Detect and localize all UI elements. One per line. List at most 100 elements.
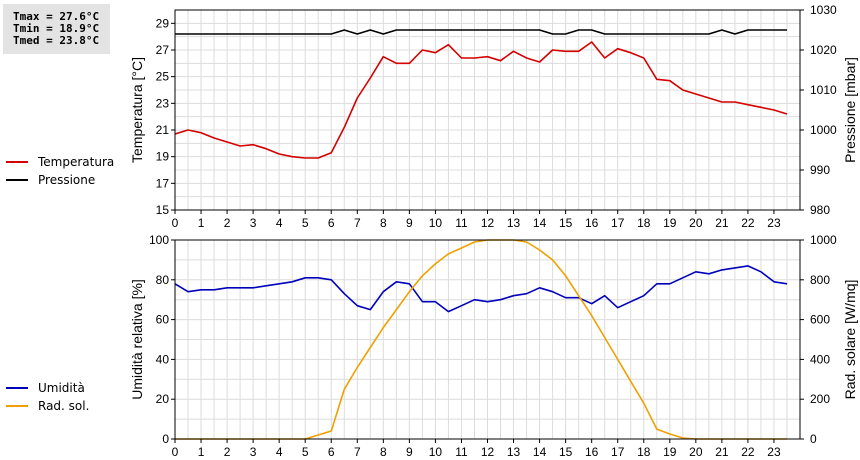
- chart2-series-umidit: [174, 265, 788, 313]
- chart2-x-tick-label: 6: [328, 445, 335, 459]
- chart1-x-tick-label: 18: [637, 216, 651, 230]
- chart2-y2-tick-label: 200: [810, 392, 830, 406]
- chart2-x-tick-label: 20: [689, 445, 703, 459]
- stats-box: Tmax = 27.6°C Tmin = 18.9°C Tmed = 23.8°…: [3, 4, 110, 54]
- chart2-y2-tick-label: 1000: [810, 233, 837, 247]
- chart1-x-tick-label: 9: [406, 216, 413, 230]
- chart1-y-tick-label: 25: [156, 70, 170, 84]
- legend-label-pressione: Pressione: [38, 173, 96, 187]
- chart1-y2-tick-label: 1000: [810, 123, 837, 137]
- chart2-x-tick-label: 9: [406, 445, 413, 459]
- chart2-x-tick-label: 15: [559, 445, 573, 459]
- chart2-x-tick-label: 18: [637, 445, 651, 459]
- chart1-y-axis-label: Temperatura [°C]: [129, 57, 145, 163]
- chart1-series-pressione: [175, 29, 787, 35]
- chart1-x-tick-label: 10: [429, 216, 443, 230]
- chart2-x-tick-label: 1: [198, 445, 205, 459]
- chart2-y-tick-label: 20: [156, 392, 170, 406]
- chart1-series-temperatura: [174, 41, 788, 159]
- chart1-x-tick-label: 14: [533, 216, 547, 230]
- chart1-x-tick-label: 5: [302, 216, 309, 230]
- legend-label-umidita: Umidità: [38, 381, 85, 395]
- chart2-x-tick-label: 2: [224, 445, 231, 459]
- chart1-x-tick-label: 8: [380, 216, 387, 230]
- chart2-x-tick-label: 8: [380, 445, 387, 459]
- chart2-x-tick-label: 13: [507, 445, 521, 459]
- chart2-x-tick-label: 0: [172, 445, 179, 459]
- chart1-x-tick-label: 11: [455, 216, 468, 230]
- chart1-y2-tick-label: 990: [810, 163, 830, 177]
- chart2-x-tick-label: 16: [585, 445, 599, 459]
- chart1-y-tick-label: 17: [156, 176, 170, 190]
- stat-tmed: Tmed = 23.8°C: [13, 34, 100, 47]
- legend-swatch-temperatura: [6, 161, 28, 163]
- chart1-y2-tick-label: 980: [810, 203, 830, 217]
- chart1-x-tick-label: 21: [715, 216, 729, 230]
- legend-item-pressione: Pressione: [6, 171, 114, 189]
- chart2-x-tick-label: 3: [250, 445, 257, 459]
- legend-label-rad-sol: Rad. sol.: [38, 399, 90, 413]
- legend-item-temperatura: Temperatura: [6, 153, 114, 171]
- chart2-y-tick-label: 80: [156, 273, 170, 287]
- chart2-x-tick-label: 11: [455, 445, 468, 459]
- chart1-x-tick-label: 4: [276, 216, 283, 230]
- chart1-y-tick-label: 29: [156, 16, 170, 30]
- chart1-y-tick-label: 27: [156, 43, 170, 57]
- chart1-y-tick-label: 23: [156, 96, 170, 110]
- chart1-x-tick-label: 3: [250, 216, 257, 230]
- chart2-x-tick-label: 10: [429, 445, 443, 459]
- chart2-y2-tick-label: 800: [810, 273, 830, 287]
- chart1-x-tick-label: 13: [507, 216, 521, 230]
- chart1-x-tick-label: 7: [354, 216, 361, 230]
- chart2-y-tick-label: 100: [149, 233, 169, 247]
- chart1-y-tick-label: 19: [156, 150, 170, 164]
- chart2-x-tick-label: 22: [741, 445, 755, 459]
- chart2-x-tick-label: 7: [354, 445, 361, 459]
- chart1-x-tick-label: 1: [198, 216, 205, 230]
- legend-label-temperatura: Temperatura: [38, 155, 115, 169]
- stat-tmin: Tmin = 18.9°C: [13, 22, 100, 35]
- chart1-x-tick-label: 23: [767, 216, 781, 230]
- legend-swatch-pressione: [6, 179, 28, 181]
- legend-swatch-umidita: [6, 387, 28, 389]
- legend-top: Temperatura Pressione: [6, 153, 114, 189]
- chart2-y-tick-label: 60: [156, 313, 170, 327]
- chart1-x-tick-label: 0: [172, 216, 179, 230]
- chart1-x-tick-label: 17: [611, 216, 625, 230]
- chart1-x-tick-label: 2: [224, 216, 231, 230]
- chart1-y-tick-label: 21: [156, 123, 170, 137]
- chart2-x-tick-label: 5: [302, 445, 309, 459]
- chart2-y2-axis-label: Rad. solare [W/mq]: [842, 280, 858, 400]
- chart2-y-axis-label: Umidità relativa [%]: [129, 279, 145, 400]
- legend-swatch-rad-sol: [6, 405, 28, 407]
- chart1-x-tick-label: 12: [481, 216, 495, 230]
- chart2-x-tick-label: 4: [276, 445, 283, 459]
- chart2-y-tick-label: 0: [162, 432, 169, 446]
- chart2-x-tick-label: 14: [533, 445, 547, 459]
- chart1-x-tick-label: 6: [328, 216, 335, 230]
- legend-item-umidita: Umidità: [6, 379, 89, 397]
- chart1-x-tick-label: 22: [741, 216, 755, 230]
- chart1-x-tick-label: 15: [559, 216, 573, 230]
- legend-bottom: Umidità Rad. sol.: [6, 379, 89, 415]
- chart1-x-tick-label: 16: [585, 216, 599, 230]
- chart2-y2-tick-label: 600: [810, 313, 830, 327]
- chart2-y2-tick-label: 400: [810, 352, 830, 366]
- chart2-y-tick-label: 40: [156, 352, 170, 366]
- chart1-x-tick-label: 19: [663, 216, 677, 230]
- chart2-x-tick-label: 21: [715, 445, 729, 459]
- chart1-y2-tick-label: 1010: [810, 83, 837, 97]
- chart2-x-tick-label: 17: [611, 445, 625, 459]
- chart1-y-tick-label: 15: [156, 203, 170, 217]
- stat-tmax: Tmax = 27.6°C: [13, 10, 100, 23]
- chart2-x-tick-label: 12: [481, 445, 495, 459]
- chart1-y2-tick-label: 1030: [810, 3, 837, 17]
- chart1-y2-axis-label: Pressione [mbar]: [842, 57, 858, 163]
- chart2-y2-tick-label: 0: [810, 432, 817, 446]
- chart1-y2-tick-label: 1020: [810, 43, 837, 57]
- chart1-x-tick-label: 20: [689, 216, 703, 230]
- chart2-x-tick-label: 23: [767, 445, 781, 459]
- legend-item-rad-sol: Rad. sol.: [6, 397, 89, 415]
- chart2-x-tick-label: 19: [663, 445, 677, 459]
